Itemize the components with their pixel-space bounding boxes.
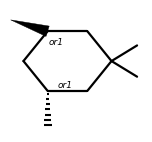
Text: or1: or1 [49, 38, 64, 47]
Polygon shape [11, 20, 49, 36]
Text: or1: or1 [58, 81, 73, 90]
